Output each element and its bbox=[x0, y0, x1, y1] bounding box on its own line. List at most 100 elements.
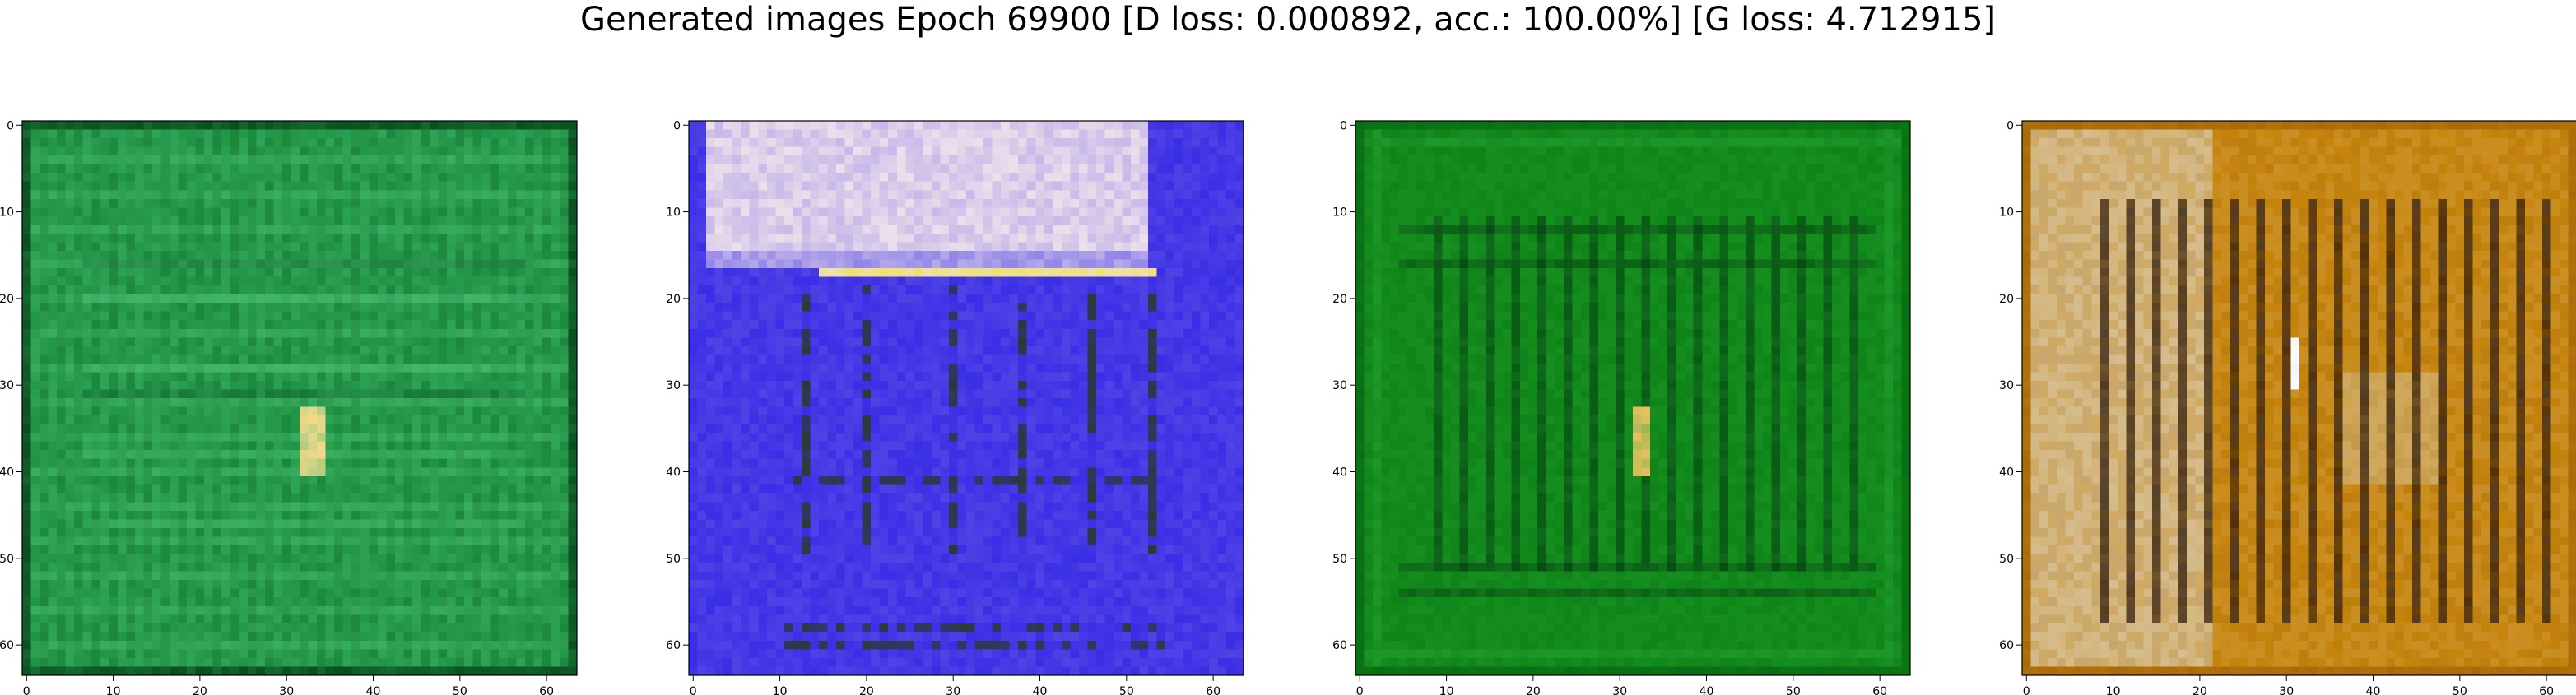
pixel bbox=[1217, 225, 1227, 234]
pixel bbox=[351, 389, 361, 399]
pixel bbox=[723, 190, 733, 200]
pixel bbox=[940, 181, 950, 191]
pixel bbox=[542, 484, 552, 494]
pixel bbox=[481, 640, 491, 651]
pixel bbox=[412, 276, 422, 286]
pixel bbox=[317, 181, 327, 191]
pixel bbox=[377, 632, 387, 642]
pixel bbox=[74, 527, 84, 538]
pixel bbox=[386, 666, 396, 676]
pixel bbox=[1165, 173, 1175, 183]
pixel bbox=[204, 563, 214, 572]
pixel bbox=[923, 121, 932, 131]
pixel bbox=[334, 372, 344, 382]
pixel bbox=[360, 433, 370, 442]
pixel bbox=[1235, 225, 1244, 234]
pixel bbox=[160, 580, 170, 590]
pixel bbox=[178, 657, 188, 668]
pixel bbox=[438, 571, 448, 581]
pixel bbox=[438, 632, 448, 642]
pixel bbox=[775, 173, 785, 183]
pixel bbox=[40, 276, 49, 286]
pixel bbox=[394, 198, 404, 208]
pixel bbox=[1200, 225, 1210, 234]
pixel bbox=[117, 406, 127, 416]
pixel bbox=[317, 242, 327, 252]
pixel bbox=[308, 311, 318, 321]
pixel bbox=[82, 424, 92, 433]
pixel bbox=[151, 372, 162, 382]
pixel bbox=[896, 207, 906, 217]
pixel bbox=[82, 363, 92, 373]
pixel bbox=[793, 207, 802, 217]
pixel bbox=[369, 311, 379, 321]
pixel bbox=[342, 155, 352, 165]
pixel bbox=[490, 146, 500, 156]
pixel bbox=[394, 207, 404, 217]
pixel bbox=[256, 484, 266, 494]
pixel bbox=[273, 545, 283, 555]
pixel bbox=[810, 233, 820, 243]
pixel bbox=[48, 467, 58, 477]
pixel bbox=[559, 363, 570, 373]
pixel bbox=[281, 563, 292, 572]
pixel bbox=[524, 250, 534, 261]
pixel bbox=[109, 493, 119, 503]
pixel bbox=[360, 580, 370, 590]
pixel bbox=[559, 415, 570, 425]
pixel bbox=[30, 406, 40, 416]
pixel bbox=[490, 129, 500, 139]
pixel bbox=[308, 519, 318, 529]
pixel bbox=[317, 138, 327, 148]
pixel bbox=[429, 640, 439, 651]
pixel bbox=[377, 328, 387, 338]
pixel bbox=[499, 354, 509, 364]
pixel bbox=[57, 173, 67, 183]
pixel bbox=[533, 502, 543, 512]
pixel bbox=[1225, 173, 1236, 183]
pixel bbox=[403, 493, 413, 503]
pixel bbox=[30, 372, 40, 382]
pixel bbox=[714, 190, 724, 200]
pixel bbox=[300, 380, 309, 391]
pixel bbox=[100, 389, 109, 399]
pixel bbox=[317, 545, 327, 555]
pixel bbox=[22, 406, 32, 416]
pixel bbox=[507, 354, 517, 364]
pixel bbox=[256, 138, 266, 148]
pixel bbox=[706, 207, 716, 217]
pixel bbox=[412, 320, 422, 330]
pixel bbox=[308, 406, 318, 416]
pixel bbox=[464, 181, 474, 191]
pixel bbox=[1148, 173, 1158, 183]
pixel bbox=[490, 328, 500, 338]
pixel bbox=[308, 242, 318, 252]
pixel bbox=[239, 406, 249, 416]
pixel bbox=[551, 233, 560, 243]
pixel bbox=[325, 259, 335, 269]
pixel bbox=[741, 173, 751, 183]
pixel bbox=[187, 363, 197, 373]
pixel bbox=[317, 320, 327, 330]
pixel bbox=[100, 242, 109, 252]
pixel bbox=[481, 545, 491, 555]
pixel bbox=[334, 545, 344, 555]
pixel bbox=[143, 415, 153, 425]
pixel bbox=[1070, 129, 1080, 139]
pixel bbox=[1131, 225, 1141, 234]
pixel bbox=[464, 475, 474, 485]
pixel bbox=[507, 198, 517, 208]
pixel bbox=[273, 233, 283, 243]
pixel bbox=[281, 345, 292, 355]
pixel bbox=[204, 467, 214, 477]
pixel bbox=[533, 190, 543, 200]
pixel bbox=[178, 311, 188, 321]
pixel bbox=[91, 250, 101, 261]
pixel bbox=[783, 215, 793, 225]
pixel bbox=[317, 276, 327, 286]
pixel bbox=[40, 303, 49, 313]
pixel bbox=[524, 129, 534, 139]
pixel bbox=[844, 138, 854, 148]
pixel bbox=[369, 493, 379, 503]
pixel bbox=[247, 519, 257, 529]
